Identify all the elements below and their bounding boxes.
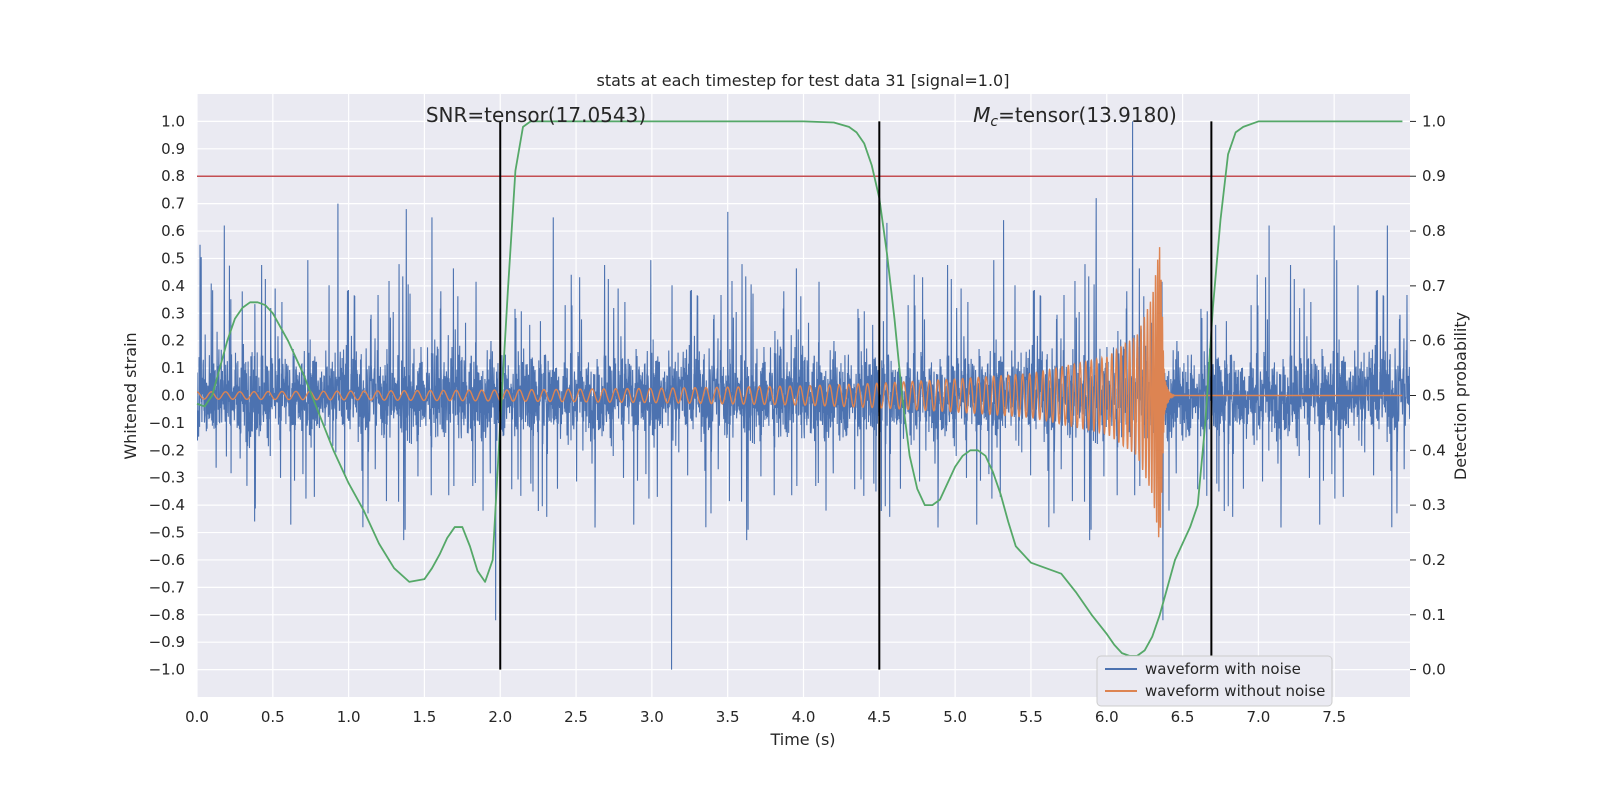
y-left-tick-label: −0.4 [149, 496, 185, 514]
x-tick-label: 7.5 [1322, 708, 1346, 726]
x-tick-label: 6.0 [1095, 708, 1119, 726]
y-left-tick-label: 0.8 [161, 167, 185, 185]
y-left-tick-label: −0.3 [149, 469, 185, 487]
x-tick-label: 3.0 [640, 708, 664, 726]
legend-label-noise: waveform with noise [1145, 660, 1301, 678]
y-left-tick-label: 1.0 [161, 112, 185, 130]
y-left-tick-label: 0.2 [161, 332, 185, 350]
y-left-tick-label: −0.9 [149, 633, 185, 651]
y-right-tick-label: 0.4 [1422, 441, 1446, 459]
x-tick-label: 3.5 [716, 708, 740, 726]
y-right-tick-label: 0.2 [1422, 551, 1446, 569]
series-waveform-without-noise [197, 247, 1403, 538]
y-left-tick-label: 0.4 [161, 277, 185, 295]
y-right-tick-label: 0.9 [1422, 167, 1446, 185]
legend: waveform with noise waveform without noi… [1096, 655, 1333, 707]
legend-label-clean: waveform without noise [1145, 682, 1325, 700]
x-tick-label: 4.5 [867, 708, 891, 726]
y-right-tick-label: 0.7 [1422, 277, 1446, 295]
x-tick-label: 6.5 [1171, 708, 1195, 726]
y-right-tick-label: 1.0 [1422, 112, 1446, 130]
y-left-tick-label: 0.6 [161, 222, 185, 240]
legend-box [1096, 655, 1333, 707]
snr-annotation: SNR=tensor(17.0543) [426, 103, 646, 127]
mc-subscript: c [990, 114, 998, 130]
y-left-tick-label: −0.7 [149, 578, 185, 596]
y-left-tick-label: −0.5 [149, 524, 185, 542]
mc-symbol: M [973, 103, 990, 127]
mc-annotation: Mc=tensor(13.9180) [973, 103, 1177, 130]
x-tick-label: 2.5 [564, 708, 588, 726]
y-left-tick-label: 0.3 [161, 304, 185, 322]
x-tick-label: 2.0 [488, 708, 512, 726]
y-left-tick-label: −0.6 [149, 551, 185, 569]
y-right-tick-label: 0.1 [1422, 606, 1446, 624]
clean-trace [197, 247, 1403, 538]
x-axis-label: Time (s) [769, 730, 835, 749]
vertical-markers [499, 121, 1213, 670]
y-right-tick-label: 0.3 [1422, 496, 1446, 514]
x-tick-label: 1.0 [337, 708, 361, 726]
y-left-tick-label: −1.0 [149, 661, 185, 679]
x-tick-label: 5.5 [1019, 708, 1043, 726]
y-right-tick-label: 0.6 [1422, 332, 1446, 350]
y-left-tick-label: 0.9 [161, 140, 185, 158]
mc-value: =tensor(13.9180) [998, 103, 1177, 127]
y-left-tick-label: 0.7 [161, 195, 185, 213]
y-left-tick-labels: 1.0 0.9 0.8 0.7 0.6 0.5 0.4 0.3 0.2 0.1 0.0 −0.1 −0.… [149, 112, 185, 678]
y-right-tick-label: 0.0 [1422, 661, 1446, 679]
y-right-tick-label: 0.8 [1422, 222, 1446, 240]
y-right-tick-labels: 1.0 0.9 0.8 0.7 0.6 0.5 0.4 0.3 0.2 0.1 0.0 [1410, 112, 1446, 679]
series-detection-probability [196, 120, 1403, 657]
y-right-tick-label: 0.5 [1422, 387, 1446, 405]
y-left-tick-label: 0.5 [161, 249, 185, 267]
y-left-tick-label: −0.2 [149, 441, 185, 459]
x-tick-labels: 0.0 0.5 1.0 1.5 2.0 2.5 3.0 3.5 4.0 4.5 5.0 5.5 6.0 6… [185, 708, 1346, 726]
x-tick-label: 1.5 [413, 708, 437, 726]
x-tick-label: 0.5 [261, 708, 285, 726]
chart-title: stats at each timestep for test data 31 … [597, 71, 1010, 90]
probability-trace [196, 120, 1403, 657]
x-tick-label: 5.0 [943, 708, 967, 726]
y-left-tick-label: −0.8 [149, 606, 185, 624]
y-left-tick-label: −0.1 [149, 414, 185, 432]
y-left-tick-label: 0.1 [161, 359, 185, 377]
y-left-axis-label: Whitened strain [121, 332, 140, 459]
y-left-tick-label: 0.0 [161, 387, 185, 405]
x-tick-label: 4.0 [792, 708, 816, 726]
x-tick-label: 7.0 [1246, 708, 1270, 726]
x-tick-label: 0.0 [185, 708, 209, 726]
y-right-axis-label: Detection probability [1451, 312, 1470, 480]
